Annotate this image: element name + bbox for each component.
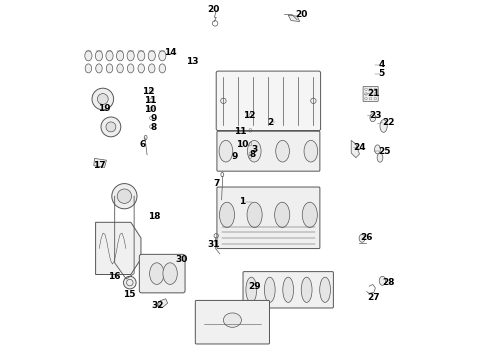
Text: 20: 20 (207, 5, 220, 14)
FancyBboxPatch shape (243, 271, 333, 308)
Text: 31: 31 (207, 240, 220, 249)
Polygon shape (96, 222, 141, 275)
Text: 24: 24 (353, 143, 366, 152)
Polygon shape (94, 158, 106, 167)
Ellipse shape (148, 64, 155, 73)
Ellipse shape (283, 277, 294, 302)
Text: 15: 15 (122, 290, 135, 299)
Text: 21: 21 (368, 89, 380, 98)
Ellipse shape (96, 64, 102, 73)
FancyBboxPatch shape (139, 254, 185, 293)
Ellipse shape (92, 88, 114, 110)
Text: 10: 10 (236, 140, 248, 149)
Text: 17: 17 (93, 161, 105, 170)
Text: 9: 9 (150, 114, 157, 123)
FancyBboxPatch shape (217, 187, 320, 248)
FancyBboxPatch shape (216, 71, 320, 131)
Ellipse shape (106, 122, 116, 132)
Text: 16: 16 (108, 272, 121, 281)
Text: 8: 8 (249, 150, 256, 159)
FancyBboxPatch shape (217, 131, 320, 171)
Ellipse shape (274, 202, 290, 228)
Ellipse shape (98, 94, 108, 104)
Ellipse shape (127, 51, 134, 61)
Ellipse shape (85, 64, 92, 73)
Ellipse shape (96, 51, 102, 61)
Text: 27: 27 (368, 292, 380, 302)
Ellipse shape (223, 313, 242, 327)
Ellipse shape (377, 153, 383, 162)
Polygon shape (157, 299, 168, 308)
Ellipse shape (319, 277, 330, 302)
Ellipse shape (247, 140, 261, 162)
Text: 7: 7 (214, 179, 220, 188)
Text: 23: 23 (369, 111, 382, 120)
Ellipse shape (123, 276, 136, 289)
Text: 10: 10 (145, 105, 157, 114)
Ellipse shape (159, 51, 166, 61)
Text: 9: 9 (231, 152, 238, 161)
Ellipse shape (359, 234, 365, 242)
Ellipse shape (246, 277, 257, 302)
Ellipse shape (370, 114, 376, 122)
Ellipse shape (112, 184, 137, 209)
Text: 3: 3 (251, 145, 258, 154)
Ellipse shape (85, 51, 92, 61)
Ellipse shape (106, 51, 113, 61)
Ellipse shape (304, 140, 318, 162)
Ellipse shape (301, 277, 312, 302)
Text: 18: 18 (148, 212, 160, 220)
Ellipse shape (117, 51, 123, 61)
Text: 30: 30 (175, 255, 187, 264)
Text: 32: 32 (151, 302, 164, 310)
Ellipse shape (163, 263, 177, 284)
Text: 20: 20 (295, 10, 308, 19)
Ellipse shape (380, 120, 387, 132)
Text: 14: 14 (164, 48, 176, 57)
Text: 25: 25 (378, 147, 391, 156)
Ellipse shape (379, 276, 386, 285)
Ellipse shape (276, 140, 290, 162)
Text: 28: 28 (382, 278, 394, 287)
Text: 11: 11 (144, 96, 157, 105)
Polygon shape (288, 15, 300, 22)
Ellipse shape (374, 145, 380, 154)
Ellipse shape (117, 189, 132, 203)
Text: 1: 1 (239, 197, 245, 206)
Text: 26: 26 (360, 233, 373, 242)
Ellipse shape (138, 64, 145, 73)
Text: 29: 29 (248, 282, 261, 291)
Ellipse shape (148, 51, 155, 61)
Text: 8: 8 (150, 123, 157, 132)
Text: 12: 12 (142, 87, 154, 96)
FancyBboxPatch shape (363, 86, 378, 102)
Polygon shape (351, 140, 360, 158)
Text: 6: 6 (140, 140, 146, 149)
Ellipse shape (220, 202, 235, 228)
Text: 12: 12 (244, 111, 256, 120)
Ellipse shape (264, 277, 275, 302)
Ellipse shape (219, 140, 233, 162)
Ellipse shape (127, 64, 134, 73)
Ellipse shape (247, 202, 262, 228)
FancyBboxPatch shape (196, 300, 270, 344)
Text: 22: 22 (382, 118, 394, 127)
Text: 5: 5 (378, 69, 385, 78)
Ellipse shape (117, 64, 123, 73)
Text: 2: 2 (268, 118, 274, 127)
Ellipse shape (159, 64, 166, 73)
Ellipse shape (149, 263, 164, 284)
Ellipse shape (101, 117, 121, 137)
Text: 4: 4 (378, 60, 385, 69)
Ellipse shape (302, 202, 318, 228)
Text: 19: 19 (98, 104, 111, 113)
Ellipse shape (138, 51, 145, 61)
Text: 13: 13 (186, 57, 198, 66)
Text: 11: 11 (234, 127, 247, 136)
Ellipse shape (106, 64, 113, 73)
